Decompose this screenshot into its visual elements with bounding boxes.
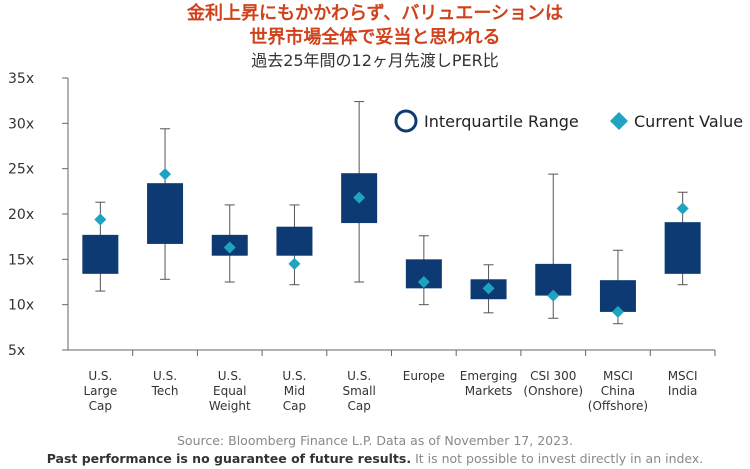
y-tick-label: 5x: [8, 343, 25, 359]
category-label: U.S.: [153, 369, 177, 383]
category-label: Emerging: [460, 369, 518, 383]
current-value-marker: [94, 213, 107, 226]
category-label: Cap: [283, 399, 306, 413]
category-label: (Onshore): [523, 384, 583, 398]
category-label: Small: [342, 384, 375, 398]
category-label: MSCI: [668, 369, 698, 383]
category-label: Cap: [89, 399, 112, 413]
footer: Source: Bloomberg Finance L.P. Data as o…: [0, 432, 750, 468]
legend-current-label: Current Value: [634, 112, 743, 131]
category-label: Mid: [284, 384, 305, 398]
current-value-marker: [482, 282, 495, 295]
category-label: U.S.: [88, 369, 112, 383]
iqr-box: [82, 234, 119, 274]
current-value-marker: [223, 241, 236, 254]
category-label: Cap: [347, 399, 370, 413]
category-label: China: [601, 384, 635, 398]
category-label: Europe: [403, 369, 445, 383]
legend-current-icon: [610, 112, 628, 130]
current-value-marker: [353, 191, 366, 204]
category-label: U.S.: [347, 369, 371, 383]
category-label: Equal: [213, 384, 247, 398]
chart-title-line-2: 世界市場全体で妥当と思われる: [249, 27, 501, 48]
category-label: India: [668, 384, 697, 398]
iqr-box: [664, 222, 701, 274]
source-note: Source: Bloomberg Finance L.P. Data as o…: [177, 433, 573, 448]
category-label: (Offshore): [588, 399, 648, 413]
current-value-marker: [417, 276, 430, 288]
y-tick-label: 20x: [8, 207, 34, 223]
y-tick-label: 25x: [8, 162, 34, 178]
category-label: Large: [83, 384, 117, 398]
chart-title-line-1: 金利上昇にもかかわらず、バリュエーションは: [186, 3, 564, 24]
iqr-box: [147, 183, 184, 244]
y-tick-label: 35x: [8, 71, 34, 87]
disclaimer: Past performance is no guarantee of futu…: [0, 450, 750, 468]
legend-iqr-label: Interquartile Range: [424, 112, 579, 131]
chart-title-block: 金利上昇にもかかわらず、バリュエーションは 世界市場全体で妥当と思われる 過去2…: [0, 2, 750, 72]
y-tick-label: 15x: [8, 252, 34, 268]
current-value-marker: [611, 305, 624, 318]
disclaimer-bold: Past performance is no guarantee of futu…: [46, 451, 412, 466]
current-value-marker: [547, 289, 560, 302]
category-label: Tech: [151, 384, 179, 398]
category-label: MSCI: [603, 369, 633, 383]
legend-iqr-icon: [394, 109, 418, 133]
category-label: U.S.: [218, 369, 242, 383]
box-plot-chart: 5x10x15x20x25x30x35xU.S.LargeCapU.S.Tech…: [8, 71, 743, 413]
current-value-marker: [676, 202, 689, 215]
current-value-marker: [288, 257, 301, 270]
category-label: U.S.: [282, 369, 306, 383]
category-label: CSI 300: [530, 369, 576, 383]
current-value-marker: [159, 168, 172, 181]
y-tick-label: 10x: [8, 298, 34, 314]
category-label: Markets: [465, 384, 513, 398]
y-tick-label: 30x: [8, 116, 34, 132]
chart-subtitle: 過去25年間の12ヶ月先渡しPER比: [251, 51, 499, 70]
iqr-box: [276, 226, 313, 256]
disclaimer-rest: It is not possible to invest directly in…: [411, 451, 704, 466]
category-label: Weight: [209, 399, 251, 413]
